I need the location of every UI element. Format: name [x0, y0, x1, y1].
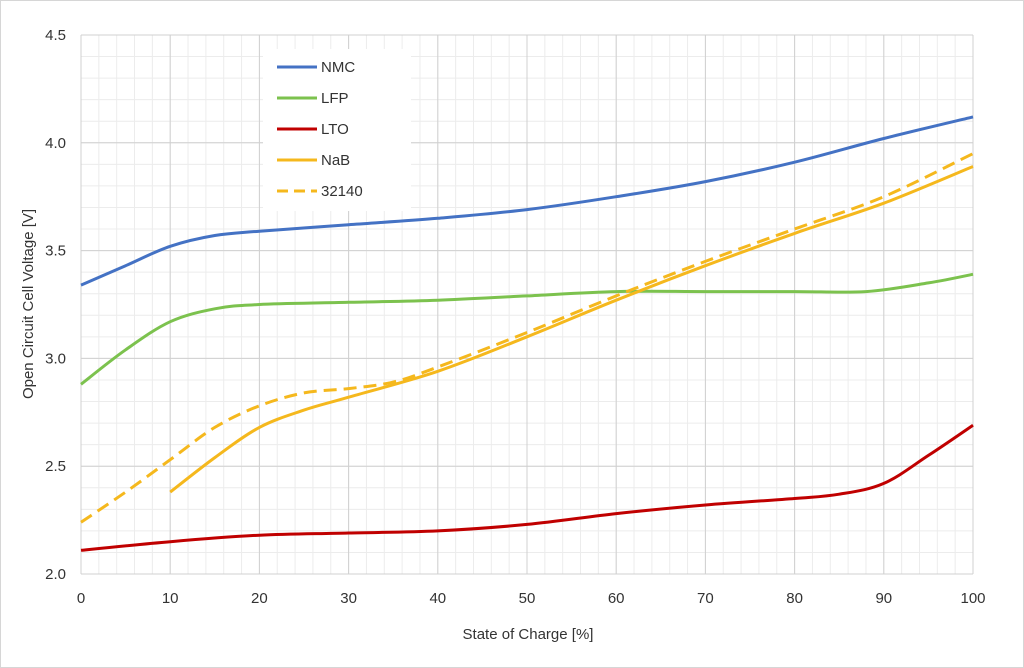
x-tick-label: 70	[697, 590, 714, 607]
y-tick-label: 4.5	[45, 27, 66, 44]
series-layer	[80, 115, 974, 552]
legend-label-nmc: NMC	[321, 59, 355, 76]
y-tick-label: 2.5	[45, 458, 66, 475]
x-tick-label: 50	[519, 590, 536, 607]
legend-label-lto: LTO	[321, 121, 349, 138]
legend: NMC LFP LTO NaB 32140	[263, 49, 411, 211]
legend-label-lfp: LFP	[321, 90, 349, 107]
major-gridlines	[80, 34, 974, 575]
y-tick-label: 4.0	[45, 135, 66, 152]
x-tick-labels: 0 10 20 30 40 50 60 70 80 90 100	[77, 590, 986, 607]
x-tick-label: 10	[162, 590, 179, 607]
legend-label-nab: NaB	[321, 152, 350, 169]
y-tick-label: 3.0	[45, 350, 66, 367]
x-tick-label: 90	[875, 590, 892, 607]
x-axis-title: State of Charge [%]	[463, 626, 594, 643]
x-tick-label: 100	[960, 590, 985, 607]
series-line-nmc	[80, 115, 974, 287]
y-axis-title: Open Circuit Cell Voltage [V]	[20, 209, 37, 399]
legend-label-32140: 32140	[321, 183, 363, 200]
x-tick-label: 40	[429, 590, 446, 607]
y-tick-label: 3.5	[45, 243, 66, 260]
series-line-nab	[169, 165, 974, 494]
y-tick-labels: 2.0 2.5 3.0 3.5 4.0 4.5	[45, 27, 66, 583]
x-tick-label: 20	[251, 590, 268, 607]
series-line-lfp	[80, 272, 974, 386]
x-tick-label: 60	[608, 590, 625, 607]
y-tick-label: 2.0	[45, 566, 66, 583]
x-tick-label: 80	[786, 590, 803, 607]
x-tick-label: 30	[340, 590, 357, 607]
x-tick-label: 0	[77, 590, 85, 607]
series-line-lto	[80, 423, 974, 552]
